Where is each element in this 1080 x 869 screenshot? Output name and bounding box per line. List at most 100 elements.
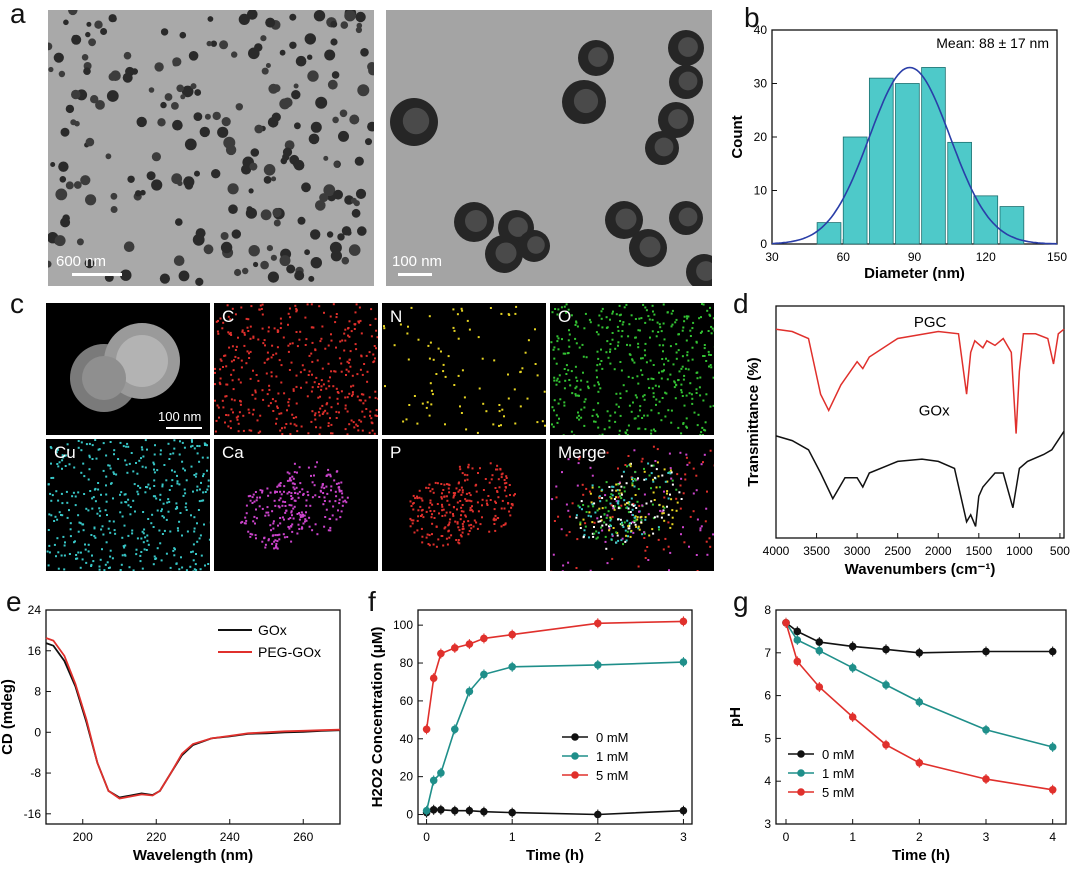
eds-pixel [287,312,290,315]
eds-pixel [375,329,378,332]
eds-pixel [330,432,332,435]
eds-pixel [412,508,415,511]
nanoparticle [176,84,184,93]
eds-pixel [605,316,608,319]
eds-pixel [292,517,295,520]
histogram-bar [973,195,999,245]
data-point [422,725,431,734]
eds-pixel [466,474,469,477]
eds-pixel [272,410,275,412]
eds-pixel [655,486,658,489]
series-line [785,622,1053,654]
eds-pixel [104,563,107,566]
eds-pixel [261,491,264,494]
eds-pixel [292,507,295,510]
eds-pixel [141,448,144,451]
eds-pixel [601,488,604,491]
eds-pixel [98,448,101,451]
eds-pixel [247,330,250,332]
eds-pixel [323,525,326,528]
eds-pixel [417,338,420,341]
eds-pixel [707,330,710,332]
eds-pixel [574,394,577,397]
eds-pixel [288,478,291,481]
eds-pixel [350,419,353,422]
eds-pixel [432,543,435,546]
nanoparticle [164,93,173,101]
eds-pixel [81,558,84,561]
eds-pixel [289,316,292,319]
eds-pixel [563,305,566,308]
eds-pixel [321,413,324,415]
eds-pixel [666,505,668,508]
eds-pixel [622,321,625,324]
eds-pixel [270,375,273,378]
x-tick-label: 220 [146,830,166,844]
eds-pixel [240,359,243,362]
eds-pixel [279,497,282,500]
eds-pixel [182,494,185,497]
eds-pixel [416,519,419,522]
eds-pixel [685,315,688,318]
eds-pixel [278,412,281,415]
eds-pixel [341,339,344,342]
eds-pixel [222,406,225,409]
eds-pixel [359,399,362,402]
eds-pixel [372,353,375,356]
eds-pixel [458,529,461,532]
eds-pixel [643,537,646,539]
eds-pixel [359,319,362,322]
eds-pixel [124,544,127,547]
eds-pixel [100,528,103,531]
eds-pixel [669,472,672,475]
eds-pixel [418,489,421,492]
eds-pixel [340,390,343,393]
eds-pixel [113,472,116,475]
eds-pixel [198,460,201,463]
eds-pixel [568,379,571,381]
eds-pixel [256,419,259,422]
nanoparticle [48,66,54,73]
eds-pixel [268,384,271,387]
eds-pixel [552,553,555,556]
eds-pixel [701,303,703,305]
eds-pixel [281,433,284,435]
nanoparticle [172,61,178,67]
eds-pixel [283,518,285,521]
eds-pixel [504,486,507,488]
eds-pixel [282,500,285,503]
eds-pixel [275,545,278,547]
eds-pixel [555,496,558,499]
eds-pixel [306,303,309,306]
eds-pixel [295,374,298,377]
eds-pixel [270,356,273,359]
eds-pixel [307,466,310,469]
eds-pixel [640,521,643,524]
eds-pixel [173,470,176,473]
eds-pixel [273,499,276,502]
eds-pixel [93,535,96,538]
x-axis-label: Time (h) [892,847,950,864]
nanoparticle [338,130,349,142]
nanoparticle [48,260,52,268]
eds-pixel [698,386,701,389]
eds-pixel [377,397,378,400]
eds-pixel [663,490,665,493]
eds-pixel [296,532,299,535]
eds-pixel [461,531,464,534]
eds-pixel [409,525,412,528]
eds-tile-label: Cu [54,443,76,462]
eds-pixel [624,540,627,543]
eds-pixel [507,502,510,505]
nanoparticle [204,113,211,120]
chart-h2o2: Time (h)H2O2 Concentration (μM)0 1 2 302040… [369,609,693,864]
eds-pixel [311,496,314,499]
eds-pixel [129,506,132,508]
eds-pixel [553,520,556,522]
eds-pixel [670,312,673,315]
legend-marker [797,750,805,758]
eds-pixel [452,494,455,497]
nanoparticle [294,270,305,281]
eds-pixel [50,462,52,465]
eds-pixel [496,464,499,467]
